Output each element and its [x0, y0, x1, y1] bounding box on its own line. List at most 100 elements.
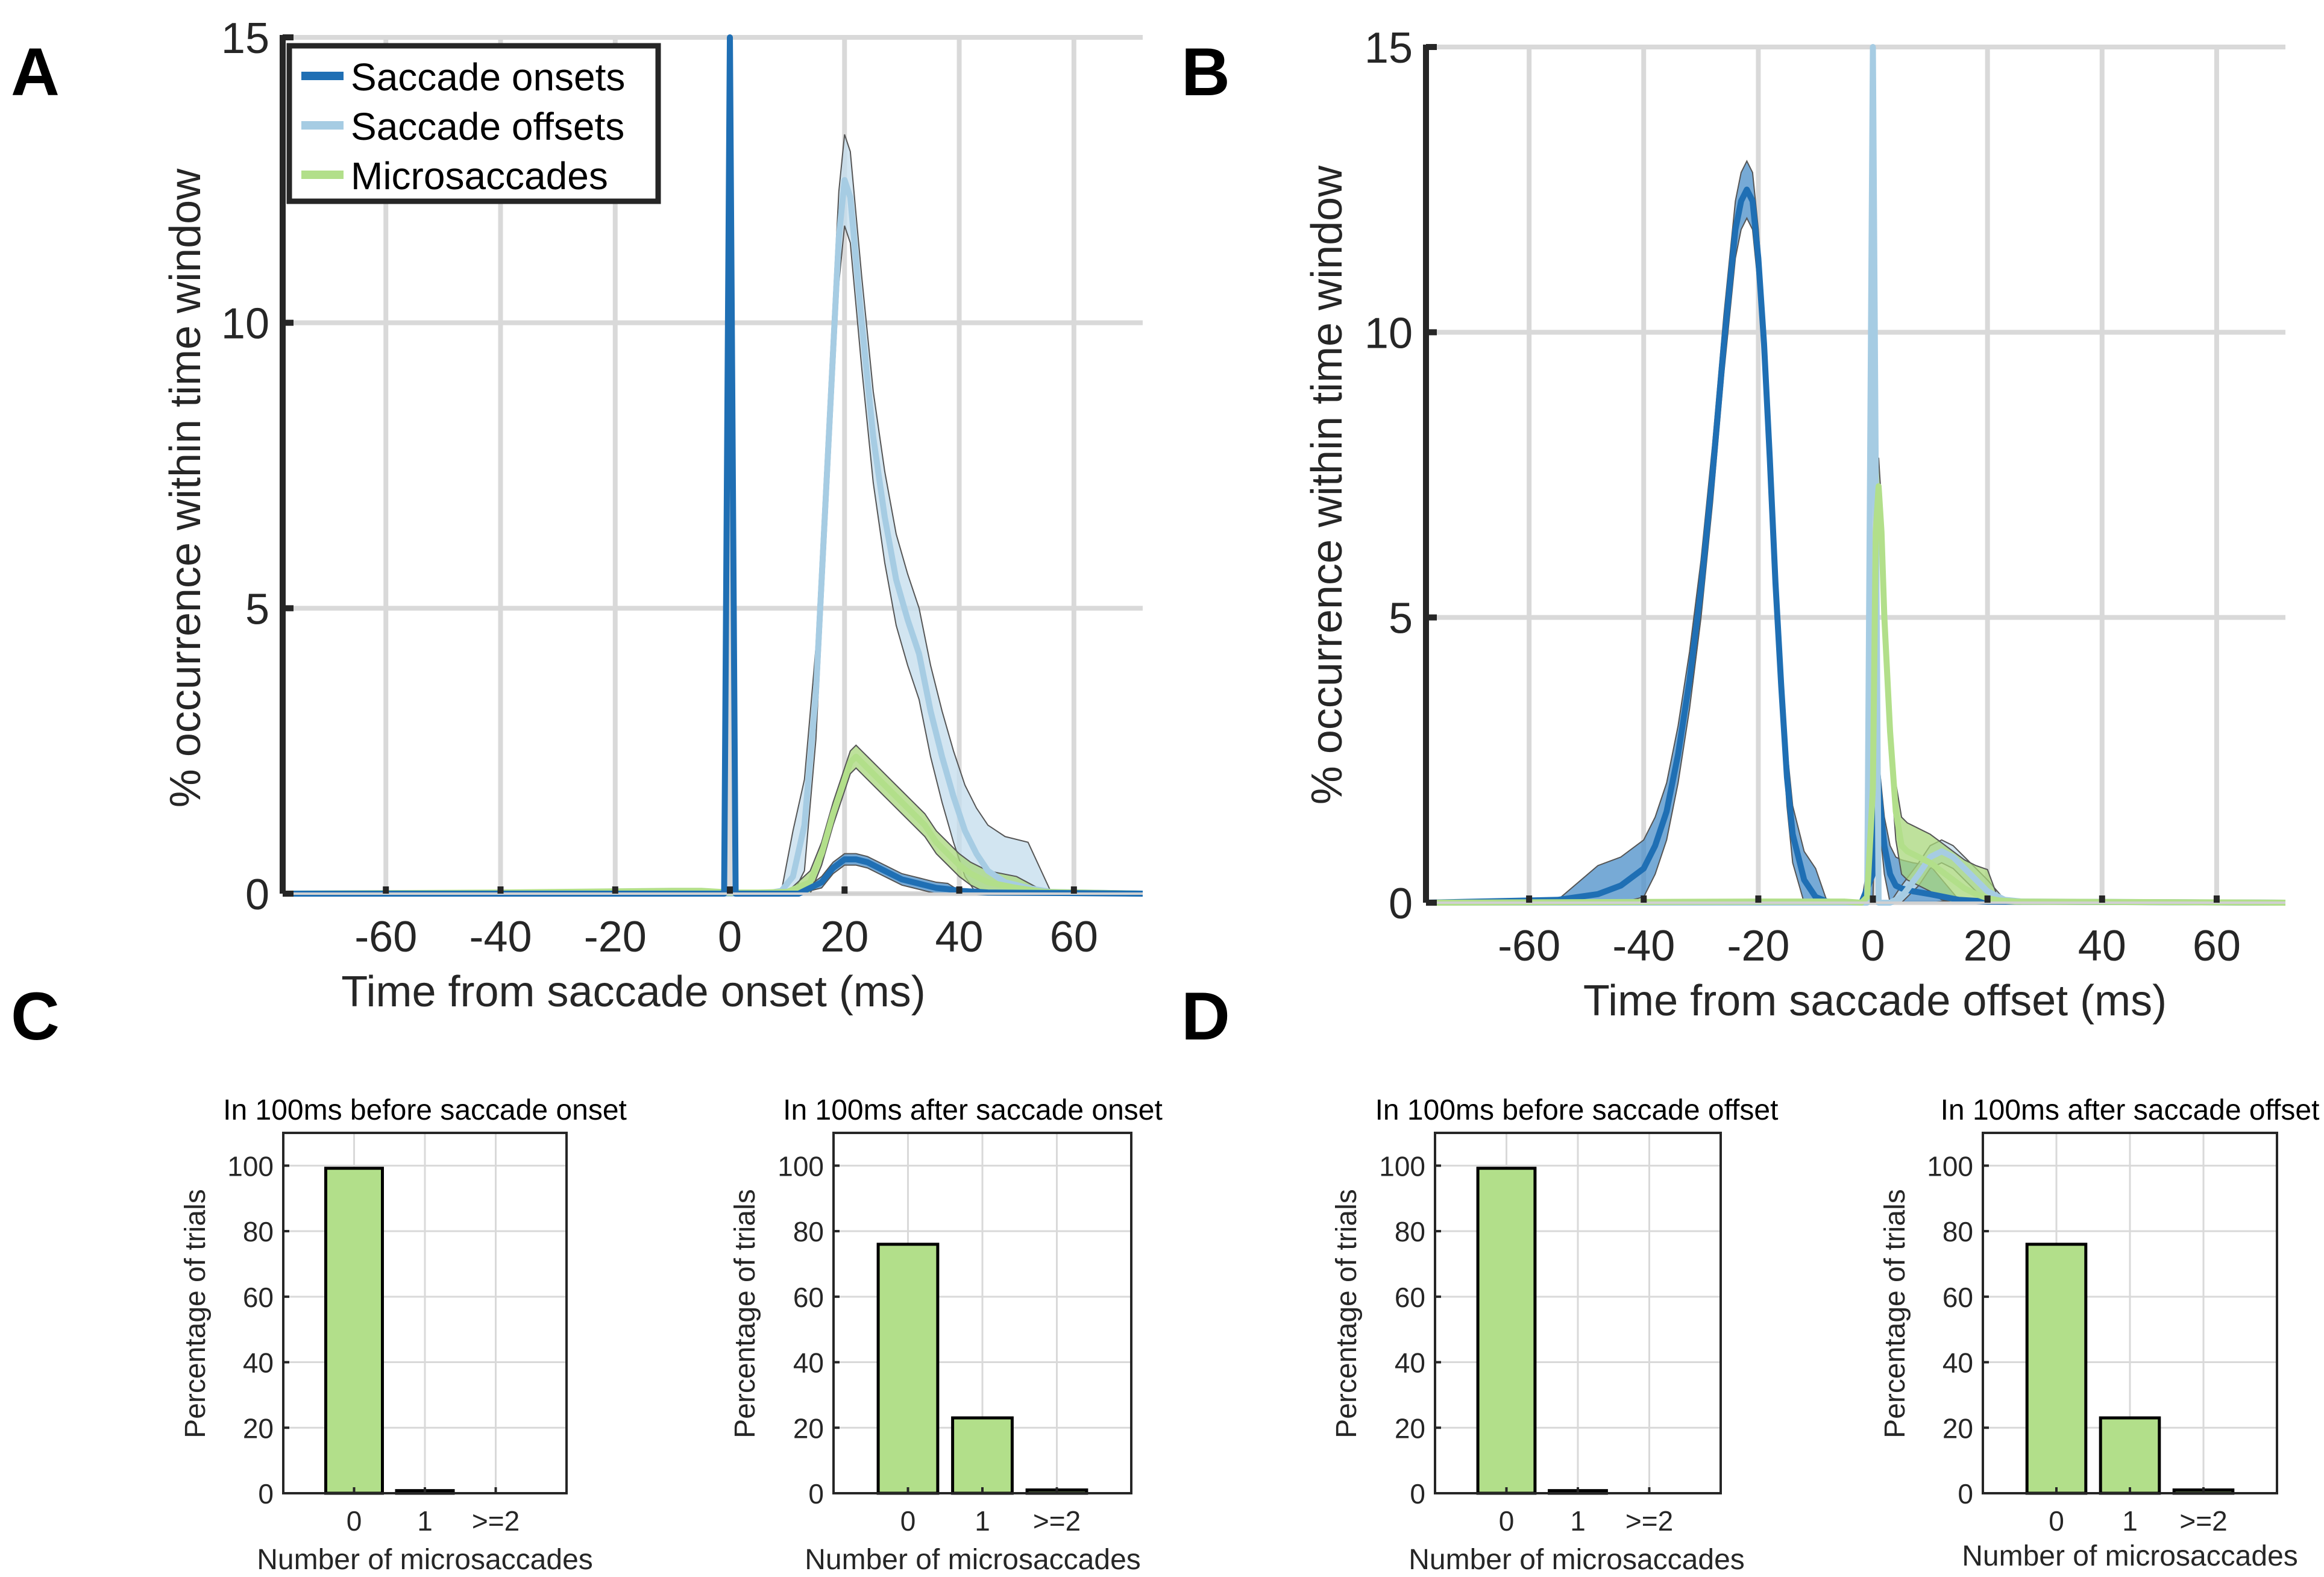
bar-0: [1476, 1167, 1537, 1495]
y-tick-label: 100: [777, 1150, 824, 1182]
y-tick-label: 0: [808, 1478, 824, 1510]
bars: [1476, 1167, 1608, 1495]
x-axis-label: Time from saccade onset (ms): [341, 968, 926, 1016]
x-tick-label: 1: [975, 1505, 990, 1537]
line-chart-saccade-offset: 0 5 10 15 -60 -40 -20 0 20 40 60 Time from saccade…: [1303, 24, 2286, 1025]
chart-title: In 100ms after saccade offset: [1941, 1094, 2320, 1126]
y-axis-label: Percentage of trials: [1331, 1189, 1363, 1438]
x-tick-label: 20: [1964, 922, 2012, 970]
tick-labels: 0 5 10 15 -60 -40 -20 0 20 40 60: [1365, 24, 2241, 970]
tick-labels: 0 5 10 15 -60 -40 -20 0 20 40 60: [221, 14, 1098, 961]
y-tick-label: 80: [1395, 1216, 1425, 1247]
x-tick-label: 40: [935, 913, 984, 961]
axes: [1982, 1132, 2278, 1494]
axes: [1434, 1132, 1722, 1494]
tick-labels: 0 20 40 60 80 100 0 1 >=2: [1927, 1150, 2227, 1537]
x-axis-label: Number of microsaccades: [257, 1544, 593, 1576]
x-tick-label: 40: [2078, 922, 2126, 970]
y-tick-label: 20: [243, 1412, 274, 1444]
x-axis-label: Time from saccade offset (ms): [1583, 977, 2167, 1025]
bar-chart-before-onset: In 100ms before saccade onset 0 20 40 60 80 1…: [180, 1094, 627, 1576]
series-line-micro: [1425, 483, 2286, 906]
x-axis-label: Number of microsaccades: [805, 1544, 1141, 1576]
panel-label-c: C: [11, 979, 60, 1054]
axes: [832, 1132, 1132, 1494]
x-tick-label: -20: [1727, 922, 1789, 970]
x-tick-label: 60: [2193, 922, 2241, 970]
x-tick-label: 0: [1499, 1505, 1515, 1537]
y-tick-label: 100: [227, 1150, 274, 1182]
legend-label-onsets: Saccade onsets: [351, 55, 625, 99]
x-tick-label: -60: [354, 913, 417, 961]
y-tick-label: 0: [1410, 1478, 1425, 1510]
y-tick-label: 80: [243, 1216, 274, 1247]
chart-title: In 100ms after saccade onset: [783, 1094, 1163, 1126]
legend-box: [286, 43, 661, 204]
x-tick-label: -20: [584, 913, 647, 961]
bar-0: [2025, 1243, 2088, 1495]
x-tick-label: 60: [1050, 913, 1098, 961]
y-tick-label: 0: [258, 1478, 274, 1510]
y-tick-label: 20: [1395, 1412, 1425, 1444]
y-tick-label: 5: [245, 585, 269, 633]
x-axis-label: Number of microsaccades: [1409, 1544, 1745, 1576]
y-tick-label: 40: [793, 1347, 824, 1379]
y-tick-label: 100: [1379, 1150, 1425, 1182]
legend-label-microsaccades: Microsaccades: [351, 154, 608, 198]
x-tick-label: 20: [820, 913, 868, 961]
y-tick-label: 10: [221, 300, 269, 348]
y-axis-label: Percentage of trials: [180, 1189, 212, 1438]
y-tick-label: 40: [1395, 1347, 1425, 1379]
chart-title: In 100ms before saccade offset: [1375, 1094, 1779, 1126]
y-tick-label: 100: [1927, 1150, 1973, 1182]
series-line-offsets: [283, 177, 1143, 897]
x-tick-label: 0: [2049, 1505, 2064, 1537]
legend: Saccade onsets Saccade offsets Microsacc…: [286, 43, 661, 204]
series-line-onsets: [1425, 186, 2286, 906]
bar-1: [2099, 1416, 2161, 1495]
axes: [1423, 44, 2285, 906]
bar-chart-after-offset: In 100ms after saccade offset 0 20 40 60 80 1…: [1879, 1094, 2319, 1572]
x-tick-label: >=2: [1033, 1505, 1081, 1537]
bars: [876, 1243, 1088, 1495]
x-tick-label: -60: [1498, 922, 1560, 970]
axes: [282, 1132, 568, 1494]
x-tick-label: -40: [469, 913, 532, 961]
y-tick-label: 60: [1395, 1282, 1425, 1313]
bar-0: [324, 1167, 384, 1495]
chart-title: In 100ms before saccade onset: [223, 1094, 627, 1126]
y-tick-label: 60: [1942, 1282, 1973, 1313]
y-tick-label: 0: [1389, 880, 1413, 928]
y-tick-label: 40: [243, 1347, 274, 1379]
bar-1: [951, 1416, 1014, 1495]
y-tick-label: 0: [1958, 1478, 1973, 1510]
y-axis-label: % occurrence within time window: [162, 168, 210, 807]
x-axis-label: Number of microsaccades: [1962, 1540, 2298, 1572]
tick-labels: 0 20 40 60 80 100 0 1 >=2: [227, 1150, 520, 1537]
x-tick-label: >=2: [2179, 1505, 2227, 1537]
x-tick-label: 1: [2122, 1505, 2138, 1537]
series-line-offsets: [1426, 44, 2286, 906]
y-axis-label: % occurrence within time window: [1303, 165, 1351, 804]
y-tick-label: 20: [793, 1412, 824, 1444]
x-tick-label: 0: [1861, 922, 1885, 970]
panel-label-a: A: [11, 34, 60, 110]
panel-label-b: B: [1181, 34, 1230, 110]
y-tick-label: 0: [245, 871, 269, 919]
y-tick-label: 5: [1389, 595, 1413, 643]
y-tick-label: 60: [793, 1282, 824, 1313]
x-tick-label: -40: [1612, 922, 1675, 970]
x-tick-label: 0: [718, 913, 742, 961]
panel-label-d: D: [1181, 979, 1230, 1054]
x-tick-label: 1: [1570, 1505, 1586, 1537]
y-tick-label: 20: [1942, 1412, 1973, 1444]
x-tick-label: 0: [900, 1505, 916, 1537]
x-tick-label: >=2: [472, 1505, 520, 1537]
y-axis-label: Percentage of trials: [1879, 1189, 1911, 1438]
x-tick-label: >=2: [1625, 1505, 1673, 1537]
y-tick-label: 15: [221, 14, 269, 63]
line-chart-saccade-onset: 0 5 10 15 -60 -40 -20 0 20 40 60 Time from saccade…: [162, 14, 1143, 1016]
axes: [280, 34, 1143, 897]
y-tick-label: 60: [243, 1282, 274, 1313]
